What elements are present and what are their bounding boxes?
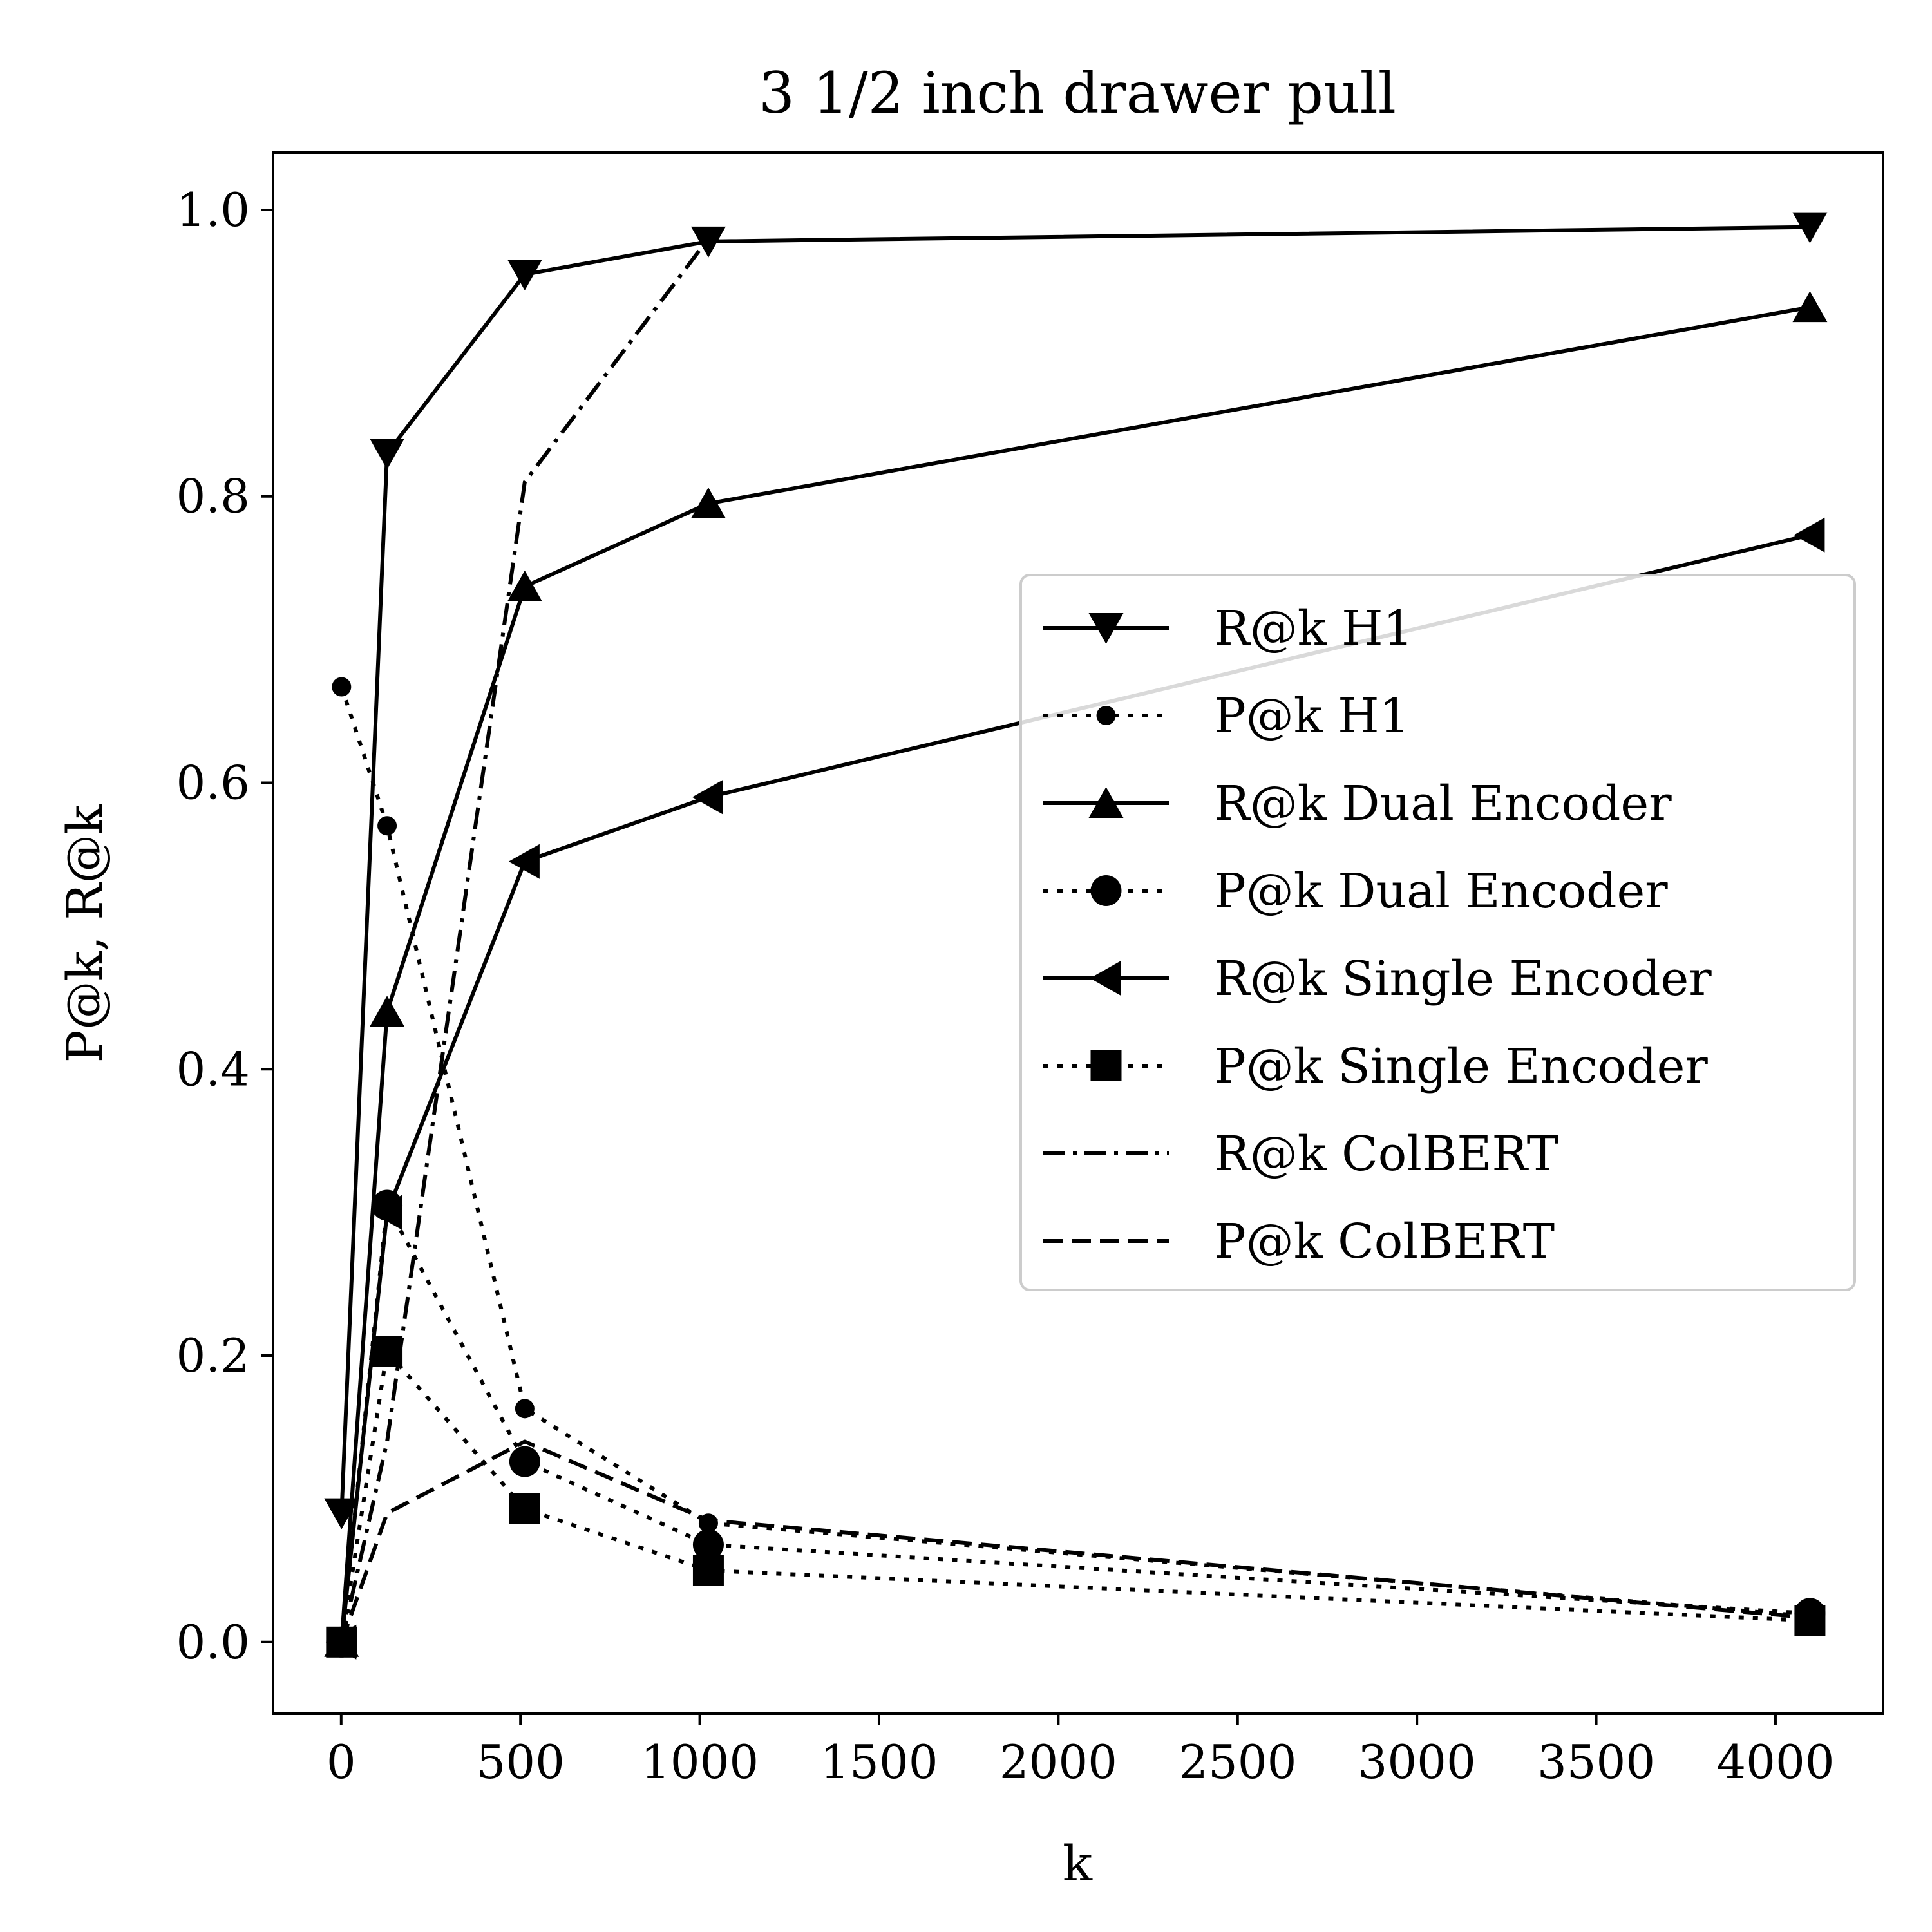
legend-label: R@k ColBERT xyxy=(1214,1126,1558,1182)
data-point-r-k-single-encoder xyxy=(371,1195,402,1230)
data-point-r-k-single-encoder xyxy=(692,779,723,815)
y-tick-label: 0.0 xyxy=(176,1615,250,1669)
legend-marker xyxy=(1090,961,1121,996)
y-tick-label: 0.4 xyxy=(176,1042,250,1096)
x-tick-label: 0 xyxy=(327,1735,356,1789)
series-line-r-k-colbert xyxy=(339,237,710,1643)
data-point-r-k-h1 xyxy=(690,226,726,258)
series-line-p-k-single-encoder xyxy=(339,1349,1810,1643)
data-point-p-k-single-encoder xyxy=(372,1336,403,1367)
plot-area: 0 500 1000 1500 2000 2500 3000 3500 4000 0.00.20… xyxy=(176,151,1884,1789)
legend-label: P@k H1 xyxy=(1214,688,1410,744)
data-point-p-k-h1 xyxy=(377,816,397,836)
legend-item-r-k-dual-encoder: R@k Dual Encoder xyxy=(1043,776,1672,831)
y-tick-label: 0.8 xyxy=(176,469,250,524)
data-point-p-k-h1 xyxy=(332,677,352,697)
legend-label: P@k Single Encoder xyxy=(1214,1039,1708,1094)
data-point-r-k-single-encoder xyxy=(508,844,540,879)
data-point-r-k-dual-encoder xyxy=(370,996,405,1027)
x-tick-label: 1000 xyxy=(641,1735,759,1789)
x-tick-label: 1500 xyxy=(820,1735,938,1789)
y-tick-label: 1.0 xyxy=(176,183,250,237)
chart-title: 3 1/2 inch drawer pull xyxy=(759,60,1396,126)
data-point-p-k-single-encoder xyxy=(509,1493,540,1524)
legend-marker xyxy=(1088,787,1124,818)
x-tick-label: 500 xyxy=(476,1735,564,1789)
legend-item-r-k-colbert: R@k ColBERT xyxy=(1043,1126,1558,1182)
x-tick-label: 3500 xyxy=(1537,1735,1655,1789)
data-point-r-k-dual-encoder xyxy=(1792,291,1828,323)
data-point-r-k-dual-encoder xyxy=(507,570,542,601)
data-point-p-k-single-encoder xyxy=(1794,1605,1826,1636)
y-tick-label: 0.2 xyxy=(176,1329,250,1383)
legend-item-p-k-h1: P@k H1 xyxy=(1043,688,1410,744)
legend: R@k H1 P@k H1 R@k Dual Encoder P@k Dual Enc… xyxy=(1019,574,1856,1291)
legend-marker xyxy=(1090,1050,1122,1081)
series-p-k-colbert xyxy=(339,1439,1810,1643)
x-tick-label: 3000 xyxy=(1358,1735,1476,1789)
series-r-k-h1 xyxy=(324,212,1828,1530)
legend-item-p-k-dual-encoder: P@k Dual Encoder xyxy=(1043,864,1668,919)
legend-label: R@k Single Encoder xyxy=(1214,951,1712,1007)
data-point-r-k-h1 xyxy=(1792,212,1828,243)
legend-marker xyxy=(1090,875,1122,906)
x-tick-label: 2500 xyxy=(1179,1735,1296,1789)
legend-label: R@k Dual Encoder xyxy=(1214,776,1672,831)
data-point-r-k-single-encoder xyxy=(1794,517,1825,553)
legend-marker xyxy=(1088,613,1124,644)
legend-item-r-k-h1: R@k H1 xyxy=(1043,601,1414,656)
data-point-r-k-h1 xyxy=(370,439,405,470)
y-tick-label: 0.6 xyxy=(176,755,250,810)
x-tick-label: 4000 xyxy=(1716,1735,1834,1789)
data-point-p-k-h1 xyxy=(515,1399,535,1419)
series-p-k-single-encoder xyxy=(326,1336,1826,1658)
x-tick-label: 2000 xyxy=(999,1735,1117,1789)
y-axis: 0.0 0.2 0.4 0.6 0.8 1.0 xyxy=(176,183,273,1669)
legend-item-p-k-single-encoder: P@k Single Encoder xyxy=(1043,1039,1708,1094)
series-line-p-k-colbert xyxy=(339,1439,1810,1643)
series-r-k-colbert xyxy=(339,237,710,1643)
legend-label: P@k Dual Encoder xyxy=(1214,864,1668,919)
series-r-k-dual-encoder xyxy=(324,291,1828,1657)
plot-frame xyxy=(272,151,1884,1715)
x-axis: 0 500 1000 1500 2000 2500 3000 3500 4000 xyxy=(327,1714,1835,1789)
legend-frame xyxy=(1019,574,1856,1291)
data-point-p-k-single-encoder xyxy=(692,1555,724,1586)
legend-label: P@k ColBERT xyxy=(1214,1214,1555,1269)
data-point-r-k-dual-encoder xyxy=(690,487,726,518)
data-point-r-k-h1 xyxy=(507,260,542,291)
legend-marker xyxy=(1096,706,1116,725)
x-axis-label: k xyxy=(1063,1835,1093,1892)
data-point-p-k-dual-encoder xyxy=(509,1446,540,1477)
legend-item-r-k-single-encoder: R@k Single Encoder xyxy=(1043,951,1712,1007)
data-point-p-k-dual-encoder xyxy=(692,1529,724,1560)
y-axis-label: P@k, R@k xyxy=(56,804,113,1063)
legend-label: R@k H1 xyxy=(1214,601,1414,656)
legend-item-p-k-colbert: P@k ColBERT xyxy=(1043,1214,1555,1269)
